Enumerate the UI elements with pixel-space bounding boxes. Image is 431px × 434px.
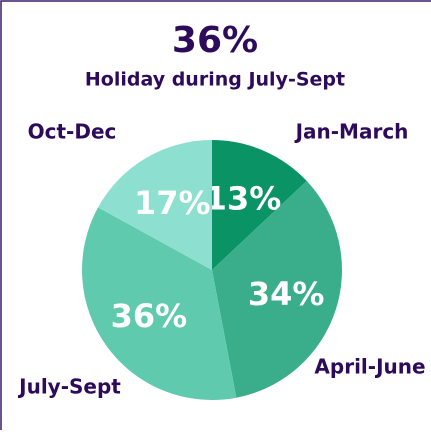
data-label: 13% — [205, 179, 282, 217]
chart-subtitle: Holiday during July-Sept — [85, 69, 345, 91]
category-label: Oct-Dec — [28, 120, 117, 144]
data-label: 36% — [111, 297, 188, 335]
category-label: April-June — [314, 355, 425, 379]
pie-slice — [81, 207, 237, 401]
data-label: 17% — [134, 184, 211, 222]
data-label: 34% — [248, 275, 325, 313]
pie-slice — [212, 140, 307, 270]
category-label: July-Sept — [17, 375, 121, 399]
pie-slice — [212, 181, 342, 398]
chart-title: 36% — [172, 20, 258, 61]
category-label: Jan-March — [294, 120, 409, 144]
pie-slice — [98, 140, 212, 270]
